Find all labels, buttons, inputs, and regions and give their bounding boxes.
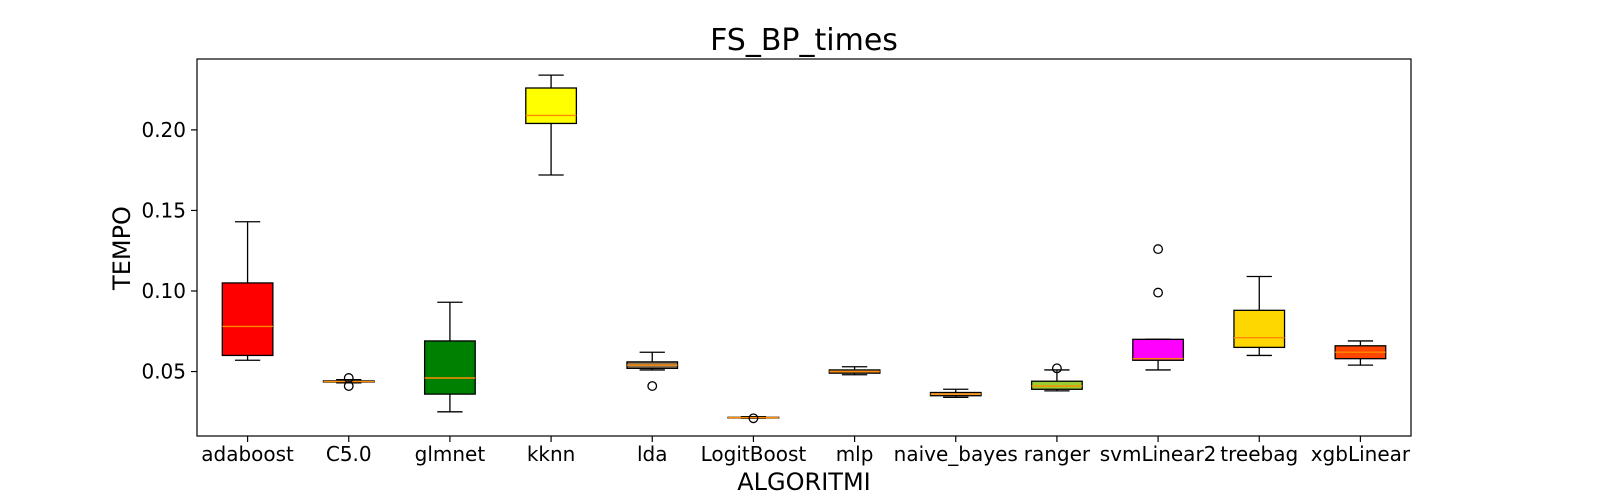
y-axis-label: TEMPO — [108, 206, 136, 291]
box-group-treebag — [1233, 275, 1286, 357]
box-group-LogitBoost — [727, 413, 780, 424]
box-group-naive_bayes — [929, 388, 982, 398]
y-tick-label: 0.10 — [141, 279, 186, 303]
x-tick-label: svmLinear2 — [1100, 442, 1217, 466]
x-axis: adaboost C5.0 glmnet kknn lda LogitBoost mlp na… — [201, 436, 1411, 466]
x-tick-label: C5.0 — [326, 442, 372, 466]
x-tick-label: xgbLinear — [1311, 442, 1411, 466]
x-tick-label: LogitBoost — [701, 442, 807, 466]
x-tick-label: glmnet — [415, 442, 486, 466]
outlier-point — [343, 381, 354, 392]
x-tick-label: treebag — [1220, 442, 1298, 466]
box — [525, 87, 578, 125]
box-group-ranger — [1030, 363, 1083, 392]
box-group-glmnet — [423, 301, 476, 413]
x-tick-label: adaboost — [201, 442, 294, 466]
y-tick-label: 0.15 — [141, 198, 186, 222]
y-tick-label: 0.05 — [141, 360, 186, 384]
x-tick-label: kknn — [527, 442, 576, 466]
box — [1030, 380, 1083, 390]
x-axis-label: ALGORITMI — [737, 468, 870, 496]
box — [1132, 338, 1185, 361]
chart-title: FS_BP_times — [710, 23, 898, 58]
box — [221, 282, 274, 357]
box-group-mlp — [828, 366, 881, 376]
box-group-C5.0 — [322, 373, 375, 392]
box — [1233, 309, 1286, 349]
x-tick-label: mlp — [836, 442, 874, 466]
outlier-point — [1153, 244, 1164, 255]
box-group-xgbLinear — [1334, 340, 1387, 366]
box — [423, 340, 476, 395]
x-tick-label: naive_bayes — [894, 442, 1018, 466]
x-tick-label: lda — [637, 442, 668, 466]
plot-marks — [221, 74, 1387, 424]
y-tick-label: 0.20 — [141, 118, 186, 142]
x-tick-label: ranger — [1024, 442, 1091, 466]
y-axis: 0.05 0.10 0.15 0.20 — [141, 118, 197, 384]
outlier-point — [1051, 363, 1062, 374]
plot-frame — [196, 58, 1412, 437]
outlier-point — [748, 413, 759, 424]
box-group-svmLinear2 — [1132, 244, 1185, 371]
box-group-adaboost — [221, 221, 274, 361]
outlier-point — [647, 381, 658, 392]
box-group-lda — [626, 351, 679, 392]
box-group-kknn — [525, 74, 578, 176]
outlier-point — [1153, 287, 1164, 298]
